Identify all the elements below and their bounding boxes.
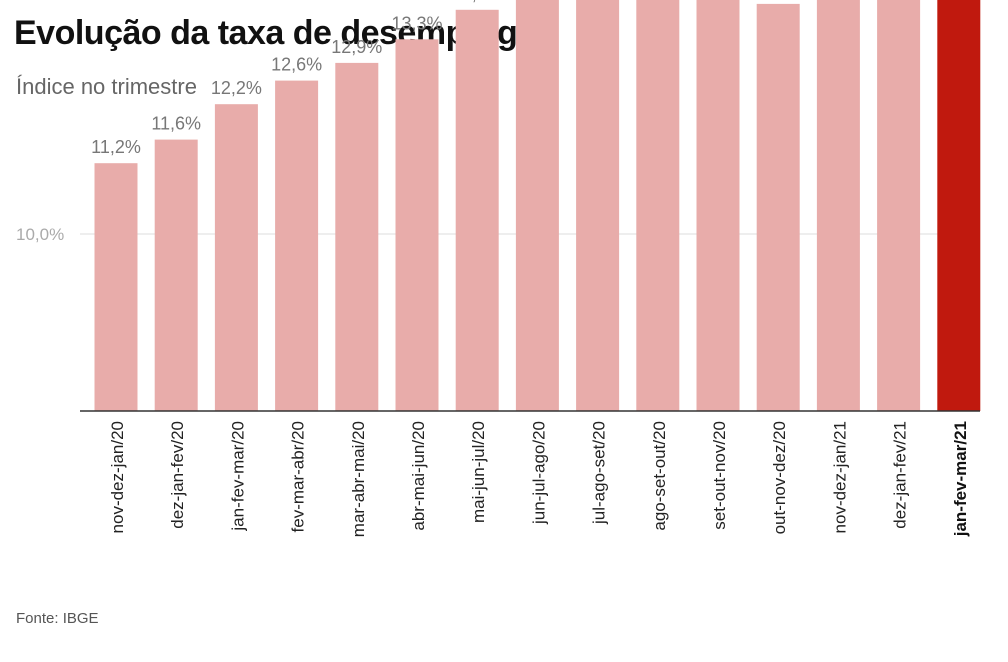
chart-title: Evolução da taxa de desemprego — [14, 14, 538, 52]
category-label: mai-jun-jul/20 — [469, 421, 488, 523]
bar-jan-fev-mar/21 — [937, 0, 981, 411]
bar-mai-jun-jul/20 — [455, 9, 499, 412]
bar-abr-mai-jun/20 — [395, 39, 439, 412]
value-label: 11,2% — [91, 137, 141, 157]
category-label: abr-mai-jun/20 — [409, 421, 428, 531]
bar-out-nov-dez/20 — [756, 3, 800, 412]
category-label: jan-fev-mar/20 — [228, 421, 247, 532]
category-label: mar-abr-mai/20 — [349, 421, 368, 537]
value-label: 11,6% — [151, 114, 201, 134]
category-label: set-out-nov/20 — [710, 421, 729, 530]
value-label: 12,6% — [271, 55, 322, 75]
bar-dez-jan-fev/20 — [154, 139, 198, 411]
bar-dez-jan-fev/21 — [877, 0, 921, 412]
bar-jul-ago-set/20 — [576, 0, 620, 411]
bar-nov-dez-jan/20 — [94, 163, 138, 411]
source-note: Fonte: IBGE — [16, 610, 99, 627]
category-label: ago-set-out/20 — [650, 421, 669, 531]
bar-ago-set-out/20 — [636, 0, 680, 412]
y-tick-label: 10,0% — [16, 225, 64, 244]
category-label: jan-fev-mar/21 — [951, 421, 970, 537]
value-label: 12,2% — [211, 78, 262, 98]
bar-mar-abr-mai/20 — [335, 62, 379, 412]
category-label: jul-ago-set/20 — [590, 421, 609, 525]
category-label: fev-mar-abr/20 — [289, 421, 308, 532]
value-label: 13,8% — [452, 0, 503, 4]
category-label: dez-jan-fev/21 — [891, 421, 910, 529]
bar-set-out-nov/20 — [696, 0, 740, 411]
category-label: nov-dez-jan/20 — [108, 421, 127, 533]
bar-jun-jul-ago/20 — [515, 0, 559, 412]
value-label: 12,9% — [331, 37, 382, 57]
bar-fev-mar-abr/20 — [275, 80, 319, 411]
category-label: jun-jul-ago/20 — [529, 421, 548, 525]
chart-subtitle: Índice no trimestre — [16, 74, 197, 99]
category-label: dez-jan-fev/20 — [168, 421, 187, 529]
category-label: nov-dez-jan/21 — [830, 421, 849, 533]
value-label: 13,3% — [391, 13, 442, 33]
bar-nov-dez-jan/21 — [816, 0, 860, 411]
bar-jan-fev-mar/20 — [214, 104, 258, 411]
category-label: out-nov-dez/20 — [770, 421, 789, 534]
